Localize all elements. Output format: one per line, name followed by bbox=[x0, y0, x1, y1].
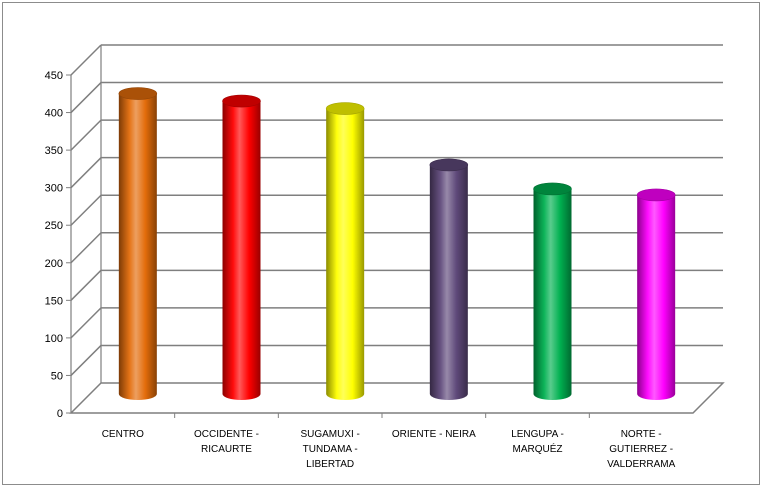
bar-top bbox=[118, 87, 158, 100]
bar bbox=[533, 182, 572, 401]
x-tick-label-line: VALDERRAMA bbox=[607, 459, 675, 470]
x-tick-label: OCCIDENTE - RICAURTE bbox=[194, 429, 259, 455]
bar-body bbox=[533, 188, 572, 401]
gridline-diagonal bbox=[70, 344, 102, 376]
gridline-diagonal bbox=[70, 269, 102, 301]
x-tick-label-line: RICAURTE bbox=[201, 444, 252, 455]
x-tick-label: ORIENTE - NEIRA bbox=[392, 429, 476, 440]
x-tick-label-line: ORIENTE - NEIRA bbox=[392, 429, 476, 440]
bar-top bbox=[429, 158, 469, 172]
y-axis: 0 50 100 150 200 250 300 350 400 450 bbox=[45, 70, 71, 420]
bar bbox=[429, 158, 469, 401]
x-tick-label-line: SUGAMUXI - bbox=[300, 429, 359, 440]
x-tick-label: CENTRO bbox=[102, 429, 144, 440]
y-tick-label: 400 bbox=[45, 108, 63, 120]
x-tick-label-line: NORTE - bbox=[621, 429, 662, 440]
gridline-diagonal bbox=[70, 232, 102, 264]
y-tick-label: 0 bbox=[57, 408, 63, 420]
bars bbox=[118, 87, 676, 401]
x-tick-label-line: LIBERTAD bbox=[306, 459, 354, 470]
y-tick-label: 300 bbox=[45, 183, 63, 195]
x-tick-label-line: LENGUPA - bbox=[511, 429, 564, 440]
gridlines bbox=[70, 44, 723, 376]
gridline-diagonal bbox=[70, 119, 102, 151]
bar-body bbox=[326, 108, 365, 401]
bar-body bbox=[429, 164, 468, 401]
bar-top bbox=[533, 182, 572, 196]
y-tick-label: 350 bbox=[45, 145, 63, 157]
bar-body bbox=[222, 101, 261, 401]
x-tick-label-line: MARQUÉZ bbox=[513, 442, 563, 455]
gridline-diagonal bbox=[70, 157, 102, 189]
y-tick-label: 450 bbox=[45, 70, 63, 82]
y-tick-label: 100 bbox=[45, 333, 63, 345]
gridline-diagonal bbox=[70, 82, 102, 114]
x-tick-label-line: TUNDAMA - bbox=[303, 444, 358, 455]
y-tick-label: 50 bbox=[51, 370, 63, 382]
y-tick-label: 250 bbox=[45, 220, 63, 232]
x-tick-label: LENGUPA - MARQUÉZ bbox=[511, 429, 564, 455]
bar bbox=[118, 87, 158, 400]
x-axis-labels: CENTRO OCCIDENTE - RICAURTE SUGAMUXI - TUNDA… bbox=[102, 413, 676, 470]
bar-top bbox=[222, 94, 261, 108]
bar bbox=[325, 102, 365, 401]
x-tick-label-line: OCCIDENTE - bbox=[194, 429, 259, 440]
chart-floor bbox=[69, 382, 725, 414]
bar-body bbox=[637, 194, 676, 401]
bar-body bbox=[118, 93, 157, 400]
chart-frame: 0 50 100 150 200 250 300 350 400 450 CENTRO OCCIDE… bbox=[2, 2, 760, 485]
y-tick-label: 200 bbox=[45, 258, 63, 270]
gridline-diagonal bbox=[70, 194, 102, 226]
gridline-diagonal bbox=[70, 307, 102, 339]
gridline-diagonal bbox=[70, 44, 102, 76]
bar bbox=[636, 188, 676, 401]
x-tick-label-line: CENTRO bbox=[102, 429, 144, 440]
bar bbox=[222, 94, 261, 401]
bar-chart: 0 50 100 150 200 250 300 350 400 450 CENTRO OCCIDE… bbox=[45, 44, 725, 470]
x-tick-label: SUGAMUXI - TUNDAMA - LIBERTAD bbox=[300, 429, 359, 470]
y-tick-label: 150 bbox=[45, 295, 63, 307]
bar-top bbox=[325, 102, 365, 115]
x-tick-label-line: GUTIERREZ - bbox=[609, 444, 673, 455]
bar-top bbox=[636, 188, 676, 202]
x-tick-label: NORTE - GUTIERREZ - VALDERRAMA bbox=[607, 429, 675, 470]
chart-walls bbox=[69, 45, 725, 414]
